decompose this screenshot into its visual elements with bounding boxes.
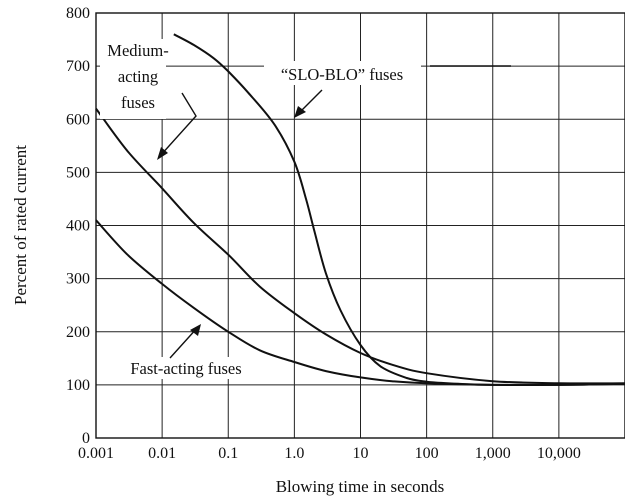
y-tick-label: 300	[66, 271, 90, 288]
x-tick-label: 0.001	[78, 445, 114, 462]
annotation-fast-acting: Fast-acting fuses	[107, 324, 263, 379]
medium-arrowhead	[157, 147, 168, 160]
plot-area-frame	[95, 12, 625, 439]
fast-arrowhead	[190, 324, 201, 336]
slo-blo-arrowhead	[294, 106, 306, 118]
y-tick-label: 100	[66, 377, 90, 394]
y-axis-label: Percent of rated current	[11, 145, 30, 305]
medium-label-line1: Medium-	[107, 41, 168, 60]
slo-blo-label: “SLO-BLO” fuses	[281, 65, 403, 84]
y-tick-label: 200	[66, 324, 90, 341]
y-tick-label: 800	[66, 5, 90, 22]
x-tick-label: 0.1	[218, 445, 238, 462]
x-tick-label: 100	[415, 445, 439, 462]
x-axis-label: Blowing time in seconds	[276, 477, 445, 496]
y-tick-label: 400	[66, 218, 90, 235]
medium-label-line3: fuses	[121, 93, 155, 112]
medium-label-line2: acting	[118, 67, 158, 86]
x-tick-label: 10	[353, 445, 369, 462]
x-tick-label: 1.0	[284, 445, 304, 462]
medium-arrow	[159, 92, 197, 157]
x-tick-label: 0.01	[148, 445, 176, 462]
y-tick-label: 700	[66, 58, 90, 75]
series-group	[95, 33, 625, 387]
series-line-slo-blo	[173, 33, 625, 387]
tick-labels: 0.001 0.01 0.1 1.0 10 100 1,000 10,000 0 100 200 30…	[66, 5, 581, 462]
fast-label-background	[107, 357, 263, 379]
annotation-medium-acting: Medium- acting fuses	[100, 39, 197, 160]
y-tick-label: 600	[66, 111, 90, 128]
x-tick-label: 10,000	[537, 445, 581, 462]
slo-blo-label-background	[264, 61, 421, 85]
series-line-medium-acting	[95, 108, 625, 385]
annotation-slo-blo: “SLO-BLO” fuses	[264, 61, 511, 118]
x-tick-label: 1,000	[475, 445, 511, 462]
series-line-fast-acting	[95, 219, 625, 387]
y-tick-label: 0	[82, 430, 90, 447]
y-tick-label: 500	[66, 164, 90, 181]
medium-label-background	[100, 39, 166, 119]
fast-label: Fast-acting fuses	[130, 359, 241, 378]
